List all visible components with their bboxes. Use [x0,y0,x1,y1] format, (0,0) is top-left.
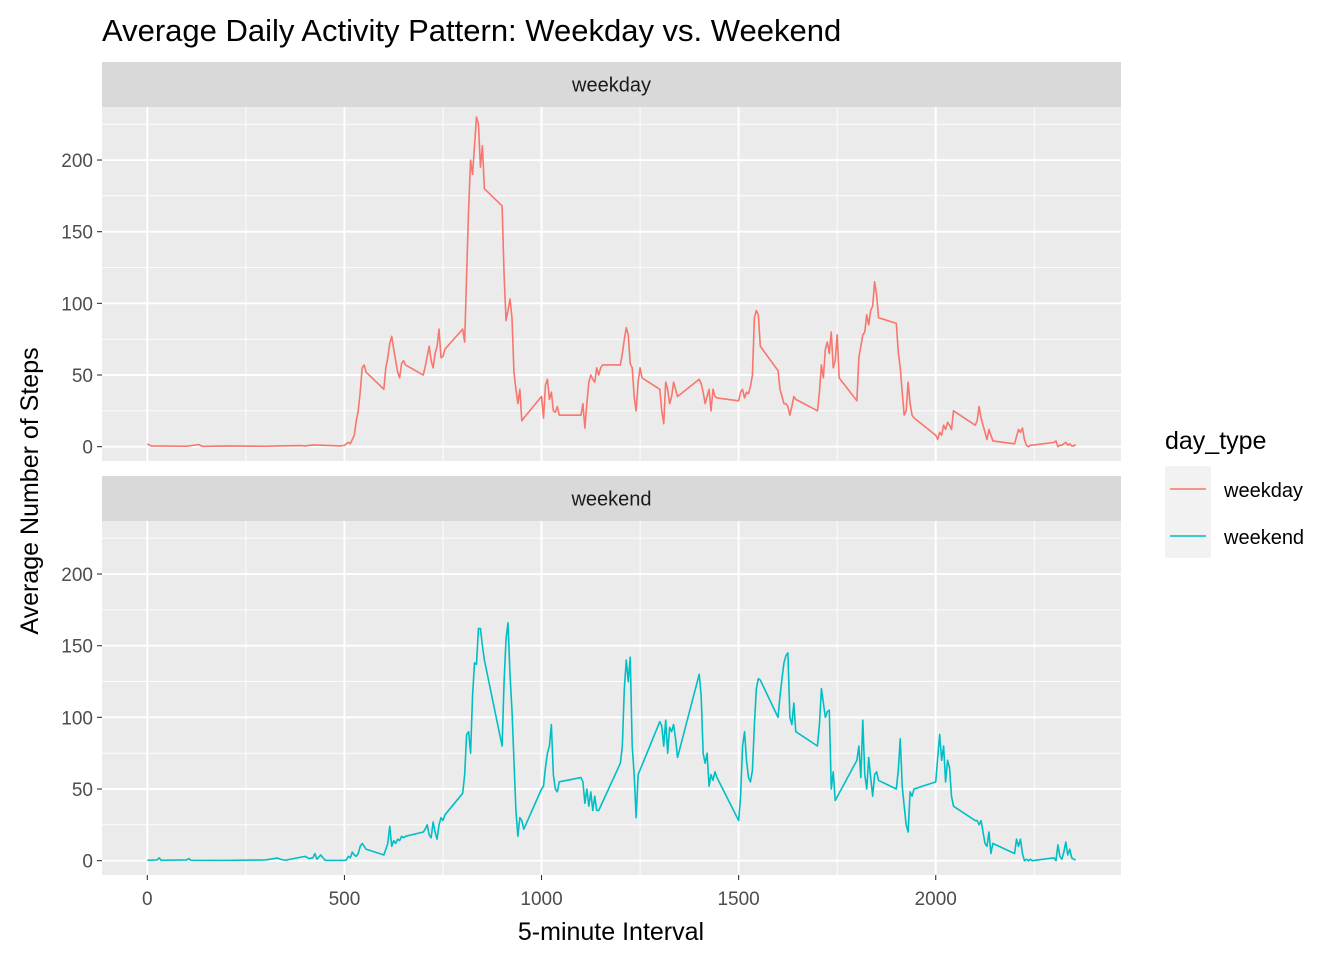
strip-label-weekend: weekend [570,489,651,511]
y-tick-label: 50 [72,366,93,387]
legend-title: day_type [1165,427,1266,455]
facet-panel-weekend: weekend 0 50 100 150 200 [61,476,1121,875]
series-line-weekday [146,116,1077,448]
plot-background [102,107,1121,461]
legend: day_type weekday weekend [1165,427,1304,558]
plot-background [102,521,1121,875]
x-tick-label: 1000 [520,889,562,910]
y-tick-label: 200 [61,565,93,586]
legend-label-weekday: weekday [1223,480,1303,502]
y-tick-label: 200 [61,151,93,172]
x-axis: 0 500 1000 1500 2000 [142,875,957,910]
y-axis-title: Average Number of Steps [16,347,44,634]
facet-panel-weekday: weekday 0 50 100 150 200 [61,62,1121,461]
y-tick-label: 50 [72,780,93,801]
x-tick-label: 500 [329,889,361,910]
x-tick-label: 2000 [915,889,957,910]
y-tick-label: 100 [61,708,93,729]
facet-panels: weekday 0 50 100 150 200 weekend 0 50 100 150 200 [61,62,1121,875]
chart-title: Average Daily Activity Pattern: Weekday … [102,13,841,48]
legend-label-weekend: weekend [1223,527,1304,549]
y-tick-label: 150 [61,637,93,658]
strip-background [102,476,1121,521]
y-tick-label: 150 [61,223,93,244]
y-tick-label: 100 [61,294,93,315]
y-tick-label: 0 [82,438,93,459]
y-tick-label: 0 [82,852,93,873]
x-tick-label: 0 [142,889,153,910]
strip-background [102,62,1121,107]
series-line-weekend [147,621,1076,862]
strip-label-weekday: weekday [571,75,651,97]
legend-key-background [1165,466,1211,558]
x-tick-label: 1500 [717,889,759,910]
x-axis-title: 5-minute Interval [518,918,704,946]
